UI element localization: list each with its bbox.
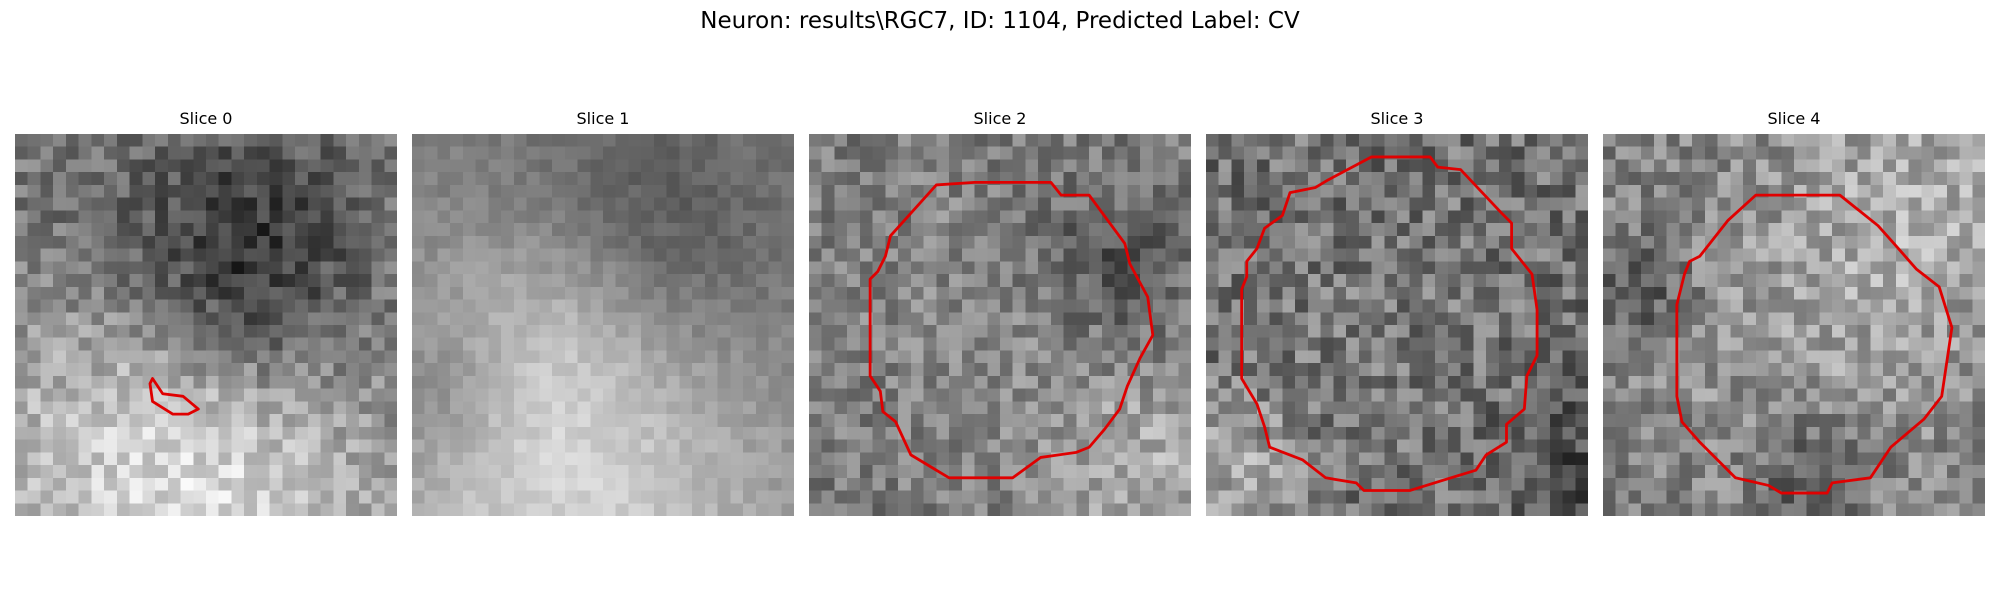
slice-title: Slice 0 <box>179 109 233 128</box>
slice-image-area <box>412 134 794 516</box>
slice-panel-0: Slice 0 <box>15 108 397 516</box>
slice-title: Slice 3 <box>1370 109 1424 128</box>
slice-image-area <box>809 134 1191 516</box>
roi-contour <box>1240 155 1539 492</box>
contour-overlay <box>1675 193 1954 495</box>
slice-panel-1: Slice 1 <box>412 108 794 516</box>
slice-image-area <box>15 134 397 516</box>
contour-overlay <box>412 134 794 516</box>
slice-panel-4: Slice 4 <box>1603 108 1985 516</box>
slice-image-area <box>1206 134 1588 516</box>
slice-title: Slice 4 <box>1767 109 1821 128</box>
roi-contour <box>148 377 200 416</box>
slice-image <box>1603 134 1985 516</box>
slice-image <box>15 134 397 516</box>
slice-image <box>412 134 794 516</box>
slice-panel-2: Slice 2 <box>809 108 1191 516</box>
contour-overlay <box>148 377 200 416</box>
slice-title: Slice 2 <box>973 109 1027 128</box>
figure-title: Neuron: results\RGC7, ID: 1104, Predicte… <box>700 8 1300 34</box>
contour-overlay <box>868 180 1155 480</box>
slice-image-area <box>1603 134 1985 516</box>
slice-title: Slice 1 <box>576 109 630 128</box>
slice-panel-3: Slice 3 <box>1206 108 1588 516</box>
slice-image <box>1206 134 1588 516</box>
slice-image <box>809 134 1191 516</box>
contour-overlay <box>1240 155 1539 492</box>
roi-contour <box>868 180 1155 480</box>
roi-contour <box>1675 193 1954 495</box>
